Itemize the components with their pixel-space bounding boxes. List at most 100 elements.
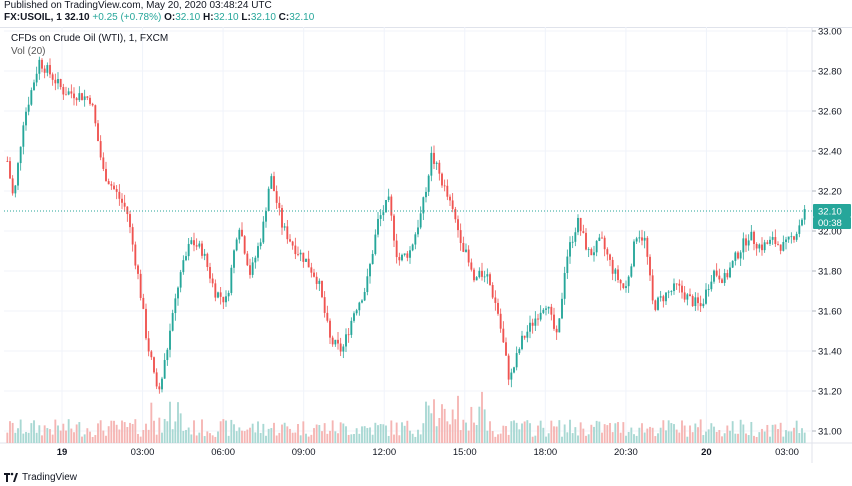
candle-body (382, 212, 385, 216)
y-tick-label: 33.00 (818, 27, 842, 38)
candle-body (433, 152, 435, 164)
candle-body (281, 208, 283, 228)
candle-body (177, 287, 179, 299)
candle-body (681, 285, 683, 293)
candle-body (659, 296, 662, 298)
chart-area[interactable] (0, 27, 852, 464)
y-tick-label: 32.80 (818, 67, 842, 78)
volume-bar (715, 431, 718, 443)
volume-bar (638, 427, 641, 443)
candle-body (193, 240, 195, 246)
candle-body (97, 123, 99, 142)
volume-bar (494, 436, 497, 443)
volume-bar (473, 422, 475, 443)
volume-bar (38, 425, 41, 443)
volume-bar (721, 436, 723, 443)
candle-body (441, 173, 443, 186)
volume-bar (190, 434, 193, 443)
volume-bar (499, 433, 502, 443)
y-tick-label: 32.20 (818, 187, 842, 198)
volume-bar (131, 424, 134, 443)
candle-body (203, 253, 206, 256)
candle-body (395, 240, 398, 258)
candle-body (150, 351, 153, 358)
volume-bar (51, 434, 54, 443)
candle-body (537, 318, 539, 320)
candle-body (185, 256, 187, 261)
candle-body (675, 283, 678, 285)
volume-bar (798, 432, 801, 443)
candle-body (574, 232, 577, 242)
candle-body (635, 238, 638, 242)
volume-bar (62, 423, 65, 443)
candle-body (363, 292, 366, 301)
candle-body (89, 97, 91, 104)
candle-body (145, 308, 147, 339)
candle-body (251, 262, 254, 275)
candle-body (107, 181, 110, 185)
candle-body (123, 202, 126, 207)
volume-bar (513, 420, 515, 443)
candle-body (371, 253, 374, 265)
candle-body (289, 239, 291, 242)
volume-bar (153, 420, 155, 443)
candle-body (691, 296, 694, 307)
volume-bar (54, 419, 57, 443)
candle-body (54, 79, 57, 84)
volume-bar (758, 432, 761, 443)
volume-bar (659, 427, 662, 443)
candle-body (38, 59, 41, 74)
price-chart[interactable]: 33.00 32.80 32.60 32.40 32.20 32.00 31.80 31.60… (0, 27, 852, 463)
candle-body (81, 93, 83, 100)
candle-body (129, 214, 131, 228)
candle-body (318, 280, 321, 284)
candle-body (798, 225, 801, 234)
volume-bar (81, 436, 83, 443)
volume-bar (502, 425, 505, 443)
candle-body (41, 59, 43, 69)
volume-bar (465, 422, 467, 443)
volume-bar (683, 425, 686, 443)
candle-body (347, 334, 350, 336)
candle-body (195, 245, 198, 247)
candle-body (131, 227, 134, 245)
candle-body (225, 296, 227, 303)
volume-bar (318, 425, 321, 443)
volume-bar (371, 434, 374, 443)
candle-body (611, 259, 614, 274)
volume-bar (123, 422, 126, 443)
volume-bar (451, 409, 454, 443)
volume-bar (681, 420, 683, 443)
volume-bar (142, 429, 145, 443)
candle-body (49, 65, 51, 75)
chart-legend-title: CFDs on Crude Oil (WTI), 1, FXCM (11, 33, 169, 44)
volume-bar (398, 435, 401, 443)
volume-bar (718, 430, 721, 443)
volume-bar (267, 428, 270, 443)
candle-body (657, 297, 659, 310)
candle-body (745, 238, 747, 246)
candle-body (118, 191, 121, 199)
volume-bar (219, 421, 222, 443)
candle-body (446, 185, 449, 197)
candle-body (259, 242, 262, 247)
candle-body (435, 162, 438, 164)
candle-body (134, 244, 137, 266)
volume-bar (691, 432, 694, 443)
candle-body (233, 250, 235, 268)
volume-bar (97, 423, 99, 443)
candle-body (739, 252, 742, 259)
volume-bar (374, 422, 377, 443)
volume-bar (521, 423, 523, 443)
candle-body (313, 272, 315, 277)
candle-body (558, 318, 561, 333)
volume-bar (246, 429, 249, 443)
candle-body (734, 252, 737, 261)
volume-bar (30, 423, 33, 443)
volume-bar (414, 436, 417, 443)
candle-body (459, 230, 462, 244)
candle-body (750, 231, 753, 241)
volume-bar (555, 426, 558, 443)
volume-bar (606, 425, 609, 443)
candle-body (465, 249, 467, 252)
